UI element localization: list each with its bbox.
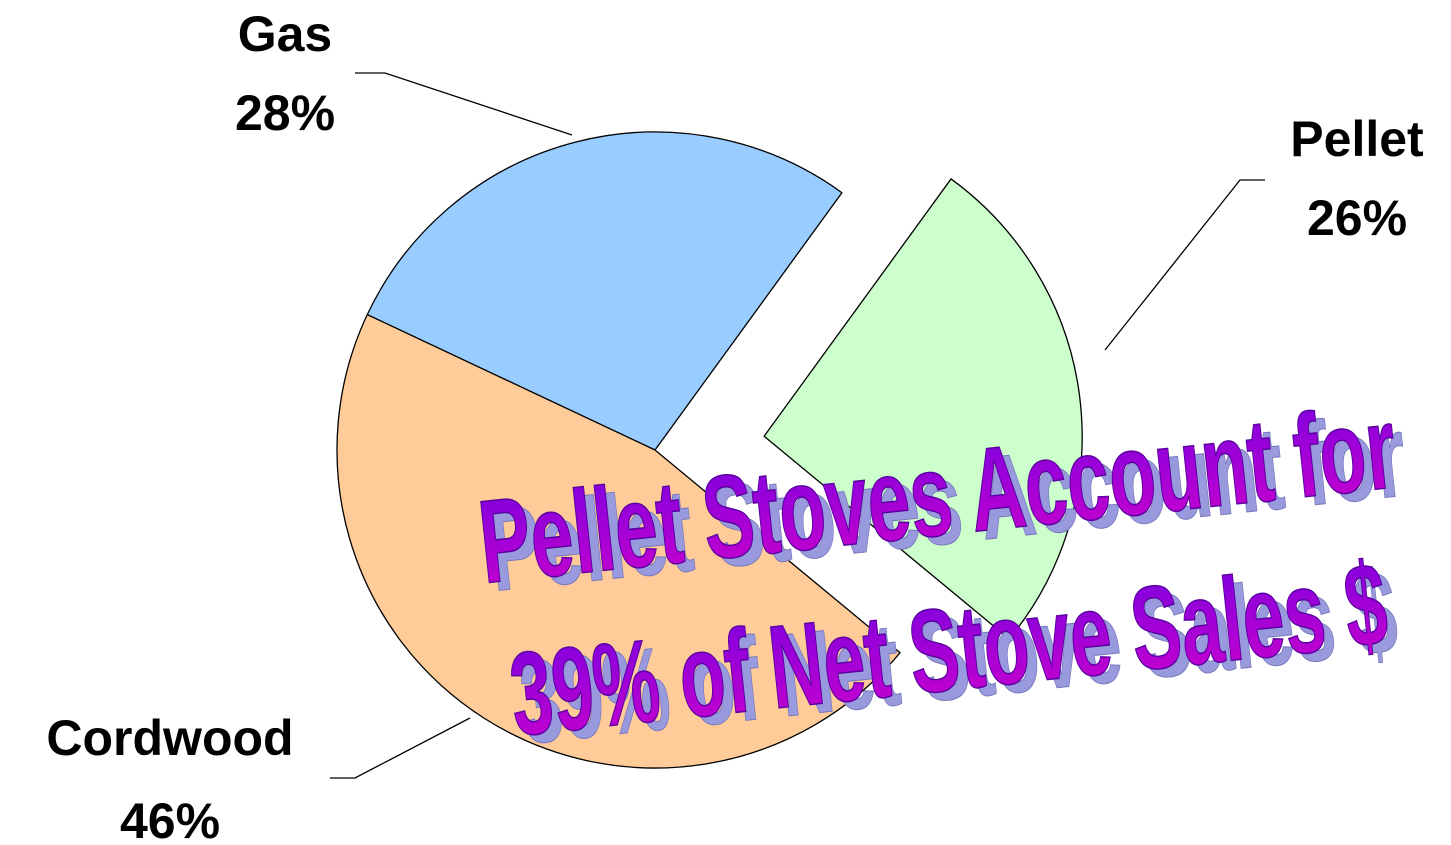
value-label: 26% (1307, 190, 1407, 246)
pie-slice (366, 131, 843, 451)
value-label: 28% (235, 85, 335, 141)
pie (336, 131, 1083, 769)
category-label: Gas (238, 6, 333, 62)
value-label: 46% (120, 793, 220, 845)
labels: Gas 28% Pellet 26% Cordwood 46% (46, 6, 1424, 845)
category-label: Cordwood (46, 710, 293, 766)
leader-line (1104, 179, 1265, 351)
leader-line (330, 717, 471, 779)
category-label: Pellet (1290, 111, 1424, 167)
pie-slice (763, 178, 1083, 640)
pie-slice (336, 313, 901, 769)
leader-line (355, 72, 573, 136)
